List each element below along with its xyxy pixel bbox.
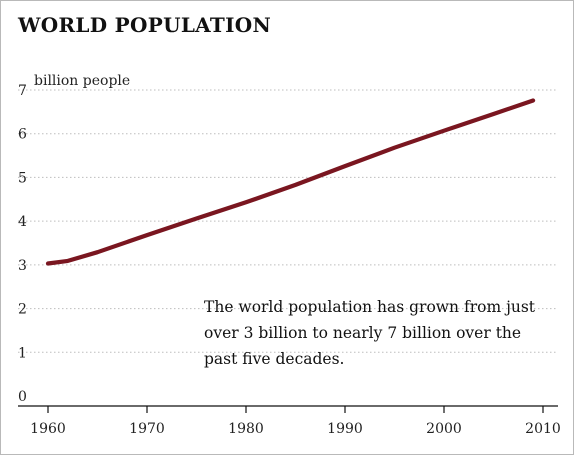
y-tick-label: 7 bbox=[18, 83, 27, 99]
y-tick-label: 5 bbox=[18, 170, 27, 186]
x-ticks: 1960 1970 1980 1990 2000 2010 bbox=[30, 406, 561, 437]
x-tick-label: 1970 bbox=[129, 421, 165, 437]
y-tick-label: 4 bbox=[18, 214, 27, 230]
annotation-line: The world population has grown from just bbox=[204, 298, 536, 316]
y-tick-label: 2 bbox=[18, 302, 27, 318]
x-tick-label: 1980 bbox=[228, 421, 264, 437]
y-unit-label: billion people bbox=[34, 73, 130, 89]
x-tick-label: 2000 bbox=[426, 421, 462, 437]
annotation-line: past five decades. bbox=[204, 350, 345, 368]
y-tick-label: 0 bbox=[18, 389, 27, 405]
y-tick-label: 3 bbox=[18, 258, 27, 274]
x-tick-label: 1960 bbox=[30, 421, 66, 437]
x-tick-label: 1990 bbox=[327, 421, 363, 437]
population-line bbox=[45, 98, 536, 266]
annotation: The world population has grown from just… bbox=[204, 294, 549, 372]
y-tick-label: 6 bbox=[18, 127, 27, 143]
annotation-line: over 3 billion to nearly 7 billion over … bbox=[204, 324, 522, 342]
x-tick-label: 2010 bbox=[525, 421, 561, 437]
y-tick-labels: 0 1 2 3 4 5 6 7 bbox=[18, 83, 27, 405]
y-tick-label: 1 bbox=[18, 345, 27, 361]
chart-title: WORLD POPULATION bbox=[18, 13, 272, 37]
